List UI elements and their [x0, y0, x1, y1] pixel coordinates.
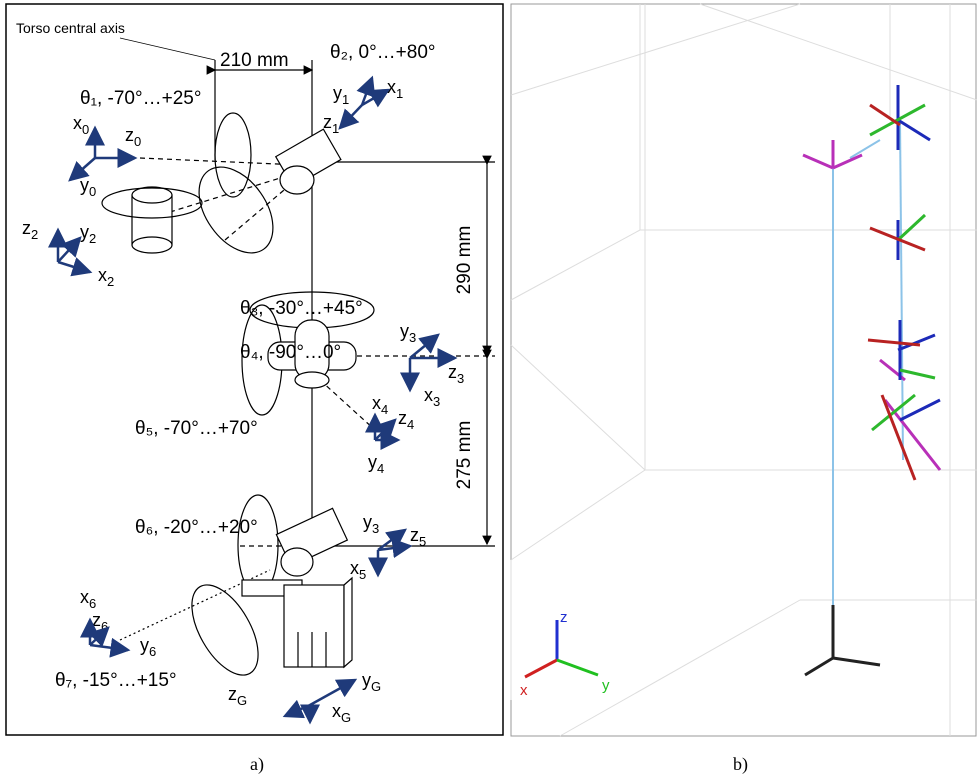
frame-label: x4	[372, 393, 388, 417]
frame-label: z2	[22, 218, 38, 242]
frame-subscript: 2	[31, 227, 38, 242]
frame-axis: z	[398, 408, 407, 428]
frame-label: y3	[400, 321, 416, 345]
frame-subscript: 3	[372, 521, 379, 536]
torso-label: Torso central axis	[16, 20, 125, 36]
frame-axis: z	[125, 125, 134, 145]
frame-label: x2	[98, 265, 114, 289]
frame-axis: x	[424, 385, 433, 405]
frame-subscript: 0	[134, 134, 141, 149]
frame-subscript: 6	[89, 596, 96, 611]
frame-axis: y	[362, 670, 371, 690]
frame-axis: z	[323, 112, 332, 132]
frame-label: z0	[125, 125, 141, 149]
frame-subscript: 4	[381, 402, 388, 417]
frame-axis: z	[410, 525, 419, 545]
frame-subscript: G	[371, 679, 381, 694]
frame-axis: y	[140, 635, 149, 655]
frame-axis: x	[98, 265, 107, 285]
frame-axis: y	[400, 321, 409, 341]
frame-axis: y	[80, 175, 89, 195]
frame-subscript: 5	[359, 567, 366, 582]
axis-label: z	[560, 609, 568, 626]
frame-label: x1	[387, 77, 403, 101]
axis-label: y	[602, 677, 610, 694]
frame-arrow	[90, 645, 128, 650]
dim-label: 290 mm	[454, 226, 475, 295]
frame-subscript: G	[341, 710, 351, 725]
frame-label: z4	[398, 408, 414, 432]
joint-range: θ₃, -30°…+45°	[240, 298, 363, 319]
frame-arrow	[90, 628, 108, 645]
frame-subscript: 3	[409, 330, 416, 345]
frame-subscript: 3	[433, 394, 440, 409]
frame-subscript: 1	[396, 86, 403, 101]
frame-label: y6	[140, 635, 156, 659]
frame-arrow	[58, 262, 90, 272]
frame-label: z3	[448, 362, 464, 386]
frame-subscript: 6	[149, 644, 156, 659]
joint-range: θ₄, -90°…0°	[240, 342, 341, 363]
frame-axis: x	[372, 393, 381, 413]
frame-subscript: 0	[89, 184, 96, 199]
caption: a)	[250, 754, 264, 775]
frame-subscript: 2	[107, 274, 114, 289]
dim-label: 210 mm	[220, 50, 289, 71]
joint-range: θ₁, -70°…+25°	[80, 88, 201, 109]
frame-subscript: G	[237, 693, 247, 708]
frame-axis: x	[387, 77, 396, 97]
frame-label: zG	[228, 684, 247, 708]
frame-axis: y	[80, 222, 89, 242]
frame-label: y0	[80, 175, 96, 199]
frame-subscript: 0	[82, 122, 89, 137]
frame-axis: x	[73, 113, 82, 133]
frame-axis: x	[332, 701, 341, 721]
caption: b)	[733, 754, 748, 775]
figure: Torso central axis 210 mm 290 mm 275 mm θ₂, …	[0, 0, 977, 778]
frame-label: y4	[368, 452, 384, 476]
frame-axis: z	[228, 684, 237, 704]
joint-range: θ₅, -70°…+70°	[135, 418, 258, 439]
frame-arrow	[58, 238, 80, 262]
frame-label: x6	[80, 587, 96, 611]
frame-axis: x	[350, 558, 359, 578]
frame-label: x0	[73, 113, 89, 137]
frame-axis: y	[333, 83, 342, 103]
frame-subscript: 5	[419, 534, 426, 549]
frame-label: yG	[362, 670, 381, 694]
frame-label: y3	[363, 512, 379, 536]
joint-range: θ₇, -15°…+15°	[55, 670, 177, 691]
joint-range: θ₂, 0°…+80°	[330, 42, 436, 63]
frame-subscript: 4	[407, 417, 414, 432]
frame-label: xG	[332, 701, 351, 725]
frame-subscript: 1	[332, 121, 339, 136]
frame-label: y1	[333, 83, 349, 107]
frame-label: y2	[80, 222, 96, 246]
frame-arrow	[375, 420, 395, 440]
frame-label: x3	[424, 385, 440, 409]
dim-label: 275 mm	[454, 421, 475, 490]
frame-axis: z	[448, 362, 457, 382]
axis-label: x	[520, 682, 528, 699]
frame-subscript: 2	[89, 231, 96, 246]
frame-axis: y	[363, 512, 372, 532]
frame-subscript: 4	[377, 461, 384, 476]
joint-range: θ₆, -20°…+20°	[135, 517, 258, 538]
frame-axis: z	[22, 218, 31, 238]
frame-axis: y	[368, 452, 377, 472]
frame-subscript: 3	[457, 371, 464, 386]
frame-subscript: 1	[342, 92, 349, 107]
frame-arrow	[285, 705, 310, 716]
frame-axis: z	[92, 610, 101, 630]
frame-axis: x	[80, 587, 89, 607]
frame-arrow	[340, 105, 362, 128]
